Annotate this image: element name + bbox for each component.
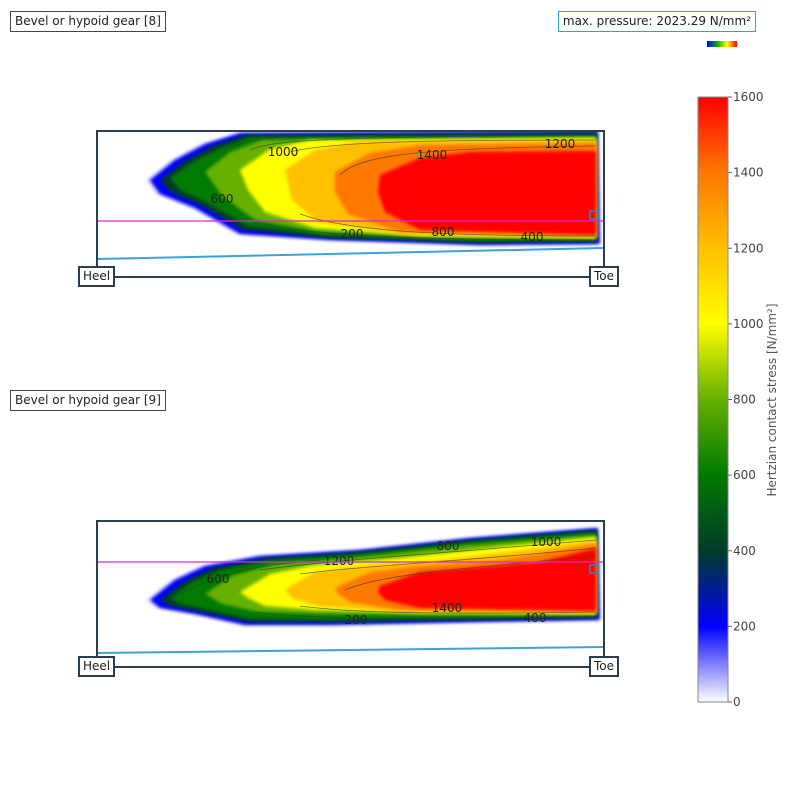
colorbar-tick-label: 600 bbox=[733, 468, 756, 482]
contour-label: 800 bbox=[437, 539, 460, 553]
contour-line bbox=[299, 213, 597, 237]
panel-title-gear-8: Bevel or hypoid gear [8] bbox=[10, 11, 166, 32]
colorbar-tick-label: 400 bbox=[733, 544, 756, 558]
max-pressure-readout: max. pressure: 2023.29 N/mm² bbox=[557, 11, 756, 32]
toe-label-gear-8: Toe bbox=[589, 266, 620, 287]
contour-line bbox=[259, 539, 597, 571]
contact-stress-heatmap bbox=[146, 131, 600, 245]
plot-frame bbox=[96, 130, 605, 278]
colorbar-title: Hertzian contact stress [N/mm²] bbox=[765, 303, 779, 496]
contour-label: 200 bbox=[345, 613, 368, 627]
stress-band bbox=[378, 151, 596, 235]
contour-line bbox=[249, 134, 597, 151]
contour-label: 800 bbox=[432, 225, 455, 239]
contour-label: 1000 bbox=[268, 145, 299, 159]
colorbar-tick-label: 800 bbox=[733, 393, 756, 407]
colorbar-ticks: 0 200 400 600 800 1000 1200 1400 1600 bbox=[728, 90, 764, 709]
contour-label: 600 bbox=[211, 192, 234, 206]
contour-label: 200 bbox=[341, 227, 364, 241]
colorbar-tick-label: 1000 bbox=[733, 317, 764, 331]
contour-label: 1000 bbox=[531, 535, 562, 549]
colorbar-tick-label: 1200 bbox=[733, 241, 764, 255]
stress-band bbox=[378, 548, 596, 611]
contour-label: 1200 bbox=[324, 554, 355, 568]
heel-label-gear-9: Heel bbox=[78, 656, 116, 677]
max-pressure-marker bbox=[589, 564, 599, 574]
contour-line bbox=[339, 145, 597, 176]
contour-line bbox=[344, 555, 597, 591]
contour-label: 600 bbox=[207, 572, 230, 586]
colorbar-tick-label: 1600 bbox=[733, 90, 764, 104]
colorbar-tick-label: 200 bbox=[733, 619, 756, 633]
colorbar-tick-label: 0 bbox=[733, 695, 741, 709]
contour-label: 1200 bbox=[545, 137, 576, 151]
tooth-edge-line bbox=[96, 247, 605, 260]
mini-color-scale bbox=[707, 41, 737, 47]
contour-line bbox=[299, 605, 597, 614]
contour-line bbox=[174, 134, 301, 177]
contour-line bbox=[254, 611, 597, 620]
contour-line bbox=[254, 221, 597, 241]
colorbar: 0 200 400 600 800 1000 1200 1400 1600 Hertzian c… bbox=[697, 90, 779, 709]
tooth-edge-line bbox=[96, 646, 605, 654]
colorbar-tick-label: 1400 bbox=[733, 166, 764, 180]
contour-label: 400 bbox=[521, 230, 544, 244]
panel-title-gear-9: Bevel or hypoid gear [9] bbox=[10, 390, 166, 411]
toe-label-gear-9: Toe bbox=[589, 656, 620, 677]
contour-label: 400 bbox=[524, 611, 547, 625]
max-pressure-marker bbox=[589, 210, 599, 220]
contact-stress-heatmap bbox=[146, 528, 600, 625]
contour-label: 1400 bbox=[432, 601, 463, 615]
panel-gear-8: 1000 1400 1200 600 200 800 400 bbox=[96, 130, 605, 278]
plot-frame bbox=[96, 520, 605, 668]
panel-gear-9: 800 1000 1200 600 1400 200 400 bbox=[96, 520, 605, 668]
colorbar-gradient bbox=[697, 96, 729, 703]
heel-label-gear-8: Heel bbox=[78, 266, 116, 287]
contour-line bbox=[289, 139, 597, 153]
contour-label: 1400 bbox=[417, 148, 448, 162]
